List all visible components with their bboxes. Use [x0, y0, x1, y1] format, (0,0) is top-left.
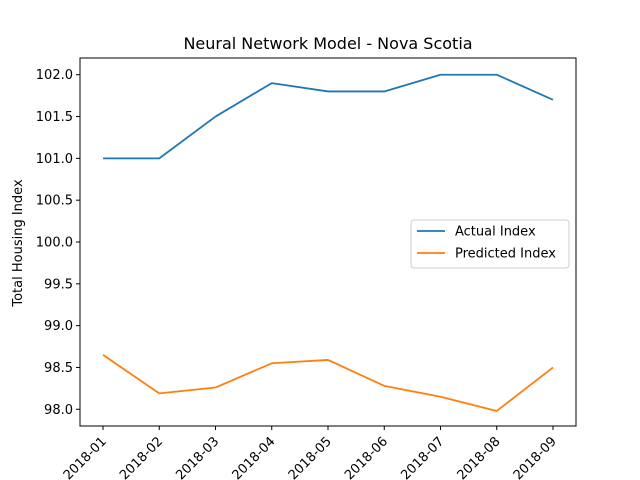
plot-frame — [79, 57, 577, 427]
series-line-predicted-index — [102, 354, 554, 412]
series-line-actual-index — [103, 73, 554, 160]
y-tick-label: 98.5 — [44, 361, 73, 376]
y-tick-label: 99.0 — [44, 319, 73, 334]
legend: Actual Index Predicted Index — [410, 219, 570, 269]
chart-title: Neural Network Model - Nova Scotia — [183, 34, 472, 53]
y-tick-label: 98.0 — [44, 403, 73, 418]
y-tick-label: 101.5 — [36, 110, 73, 125]
y-axis-label: Total Housing Index — [11, 179, 26, 308]
y-tick-label: 102.0 — [36, 68, 73, 83]
legend-label: Predicted Index — [455, 247, 556, 262]
legend-box — [410, 219, 570, 269]
y-tick-label: 99.5 — [44, 277, 73, 292]
y-tick-label: 100.5 — [36, 194, 73, 209]
y-tick-label: 101.0 — [36, 152, 73, 167]
legend-label: Actual Index — [455, 225, 536, 240]
y-tick-label: 100.0 — [36, 236, 73, 251]
